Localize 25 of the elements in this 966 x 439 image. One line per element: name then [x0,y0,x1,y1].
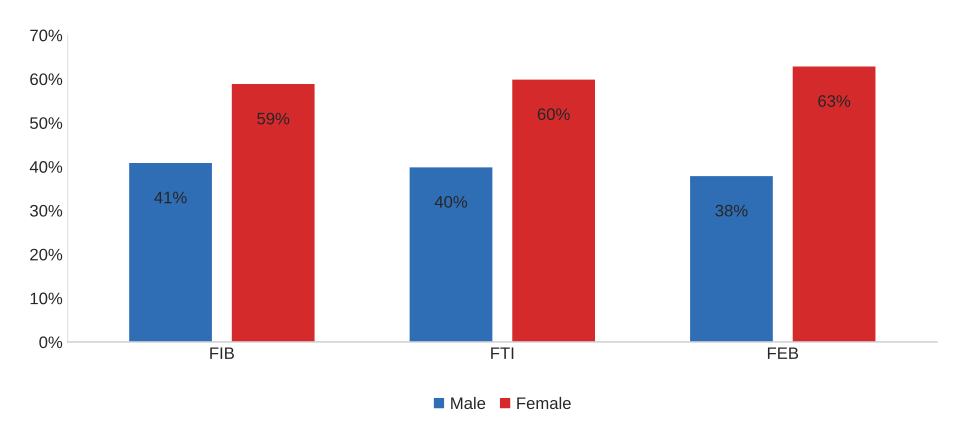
y-tick-label: 20% [30,248,62,261]
x-tick-label: FTI [491,347,514,359]
bar [230,82,316,342]
data-label: 40% [434,196,468,208]
bar [408,166,494,342]
y-tick-label: 0% [39,336,62,348]
y-tick-label: 30% [30,204,62,217]
x-tick-label: FIB [210,347,234,359]
legend-label: Male [451,396,486,410]
bar [791,65,877,342]
data-label: 60% [538,108,570,120]
data-label: 59% [257,112,290,124]
y-tick-label: 10% [30,292,62,304]
data-label: 38% [715,204,748,217]
data-label: 41% [154,192,187,204]
bar [688,174,774,342]
y-tick-label: 40% [30,161,62,173]
y-tick-label: 50% [30,117,62,129]
y-tick-label: 60% [30,73,62,86]
legend-label: Female [517,396,571,410]
bar [128,162,214,342]
x-tick-label: FEB [768,347,798,359]
bar [510,78,596,342]
data-label: 63% [818,95,850,107]
y-tick-label: 70% [30,30,62,42]
